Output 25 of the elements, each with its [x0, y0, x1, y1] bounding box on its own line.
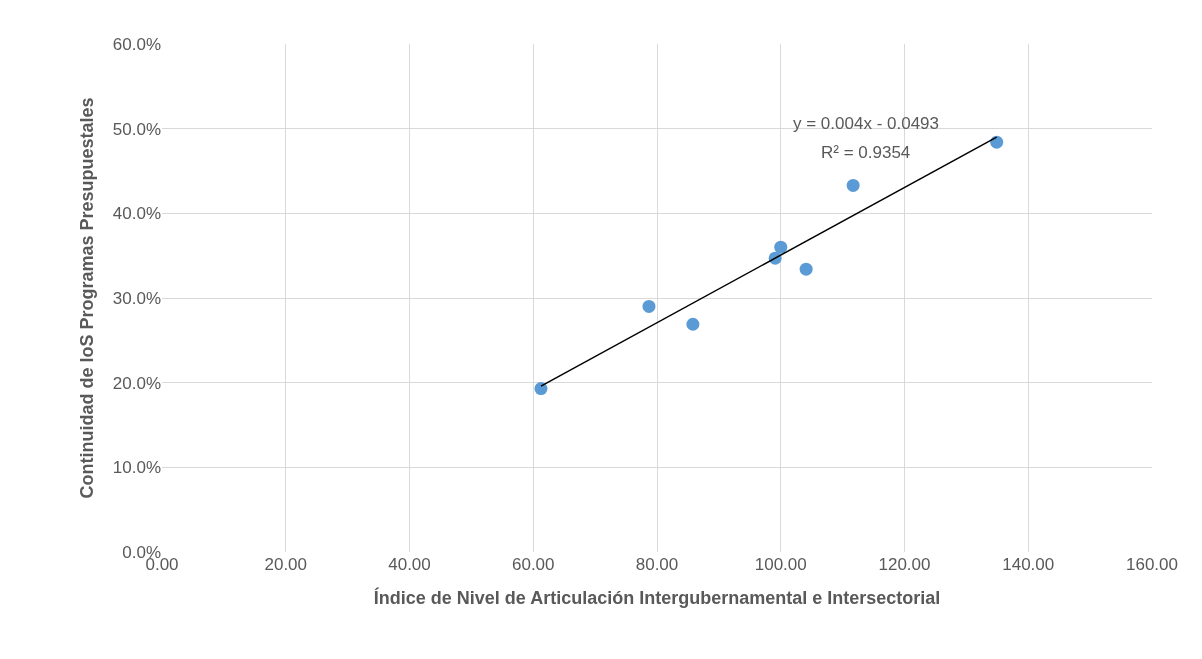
y-tick-label: 10.0%: [112, 458, 161, 478]
point: [774, 240, 788, 254]
x-tick-label: 120.00: [878, 555, 931, 574]
point: [846, 178, 860, 192]
point: [534, 382, 548, 396]
y-tick-label: 60.0%: [112, 34, 161, 54]
x-tick-label: 160.00: [1126, 555, 1178, 574]
point: [642, 299, 656, 313]
y-tick-label: 30.0%: [112, 288, 161, 308]
x-tick-label: 60.00: [511, 555, 555, 574]
point: [990, 135, 1004, 149]
x-tick-label: 140.00: [1002, 555, 1055, 574]
point: [686, 317, 700, 331]
annotation: R² = 0.9354: [821, 143, 911, 162]
y-tick-label: 50.0%: [112, 119, 161, 139]
x-tick-label: 100.00: [754, 555, 807, 574]
x-tick-label: 80.00: [635, 555, 679, 574]
point: [799, 262, 813, 276]
x-tick-label: 40.00: [388, 555, 431, 574]
x-tick-label: 20.00: [264, 555, 308, 574]
annotation: y = 0.004x - 0.0493: [793, 114, 940, 133]
x-axis-title: Índice de Nivel de Articulación Intergubernamental e Intersectorial: [373, 587, 941, 609]
y-tick-label: 40.0%: [112, 204, 161, 224]
y-tick-label: 20.0%: [112, 373, 161, 393]
y-axis-title: Continuidad de loS Programas Presupuestales: [77, 97, 97, 499]
